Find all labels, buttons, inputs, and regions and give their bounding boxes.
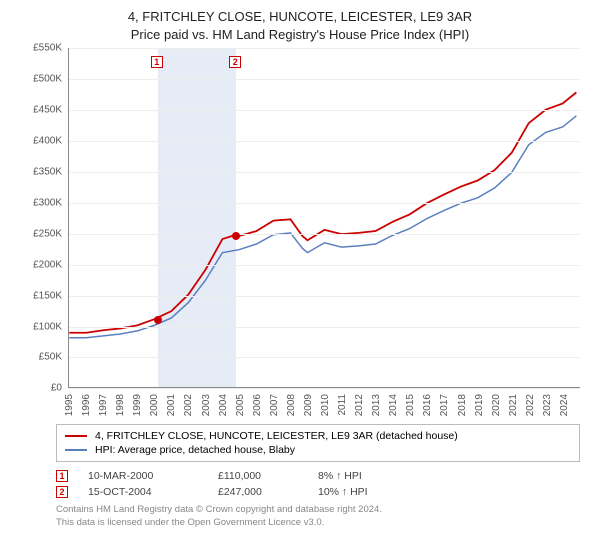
x-tick-label: 2003 — [201, 394, 212, 416]
footer-line-2: This data is licensed under the Open Gov… — [56, 517, 580, 529]
y-axis-labels: £0£50K£100K£150K£200K£250K£300K£350K£400… — [20, 48, 64, 388]
x-tick-label: 2021 — [508, 394, 519, 416]
x-tick-label: 2020 — [491, 394, 502, 416]
x-tick-label: 2017 — [439, 394, 450, 416]
y-tick-label: £500K — [33, 74, 62, 85]
sale-dot-1 — [154, 316, 162, 324]
gridline-h — [69, 203, 580, 204]
gridline-h — [69, 234, 580, 235]
x-tick-label: 2007 — [269, 394, 280, 416]
title-line-1: 4, FRITCHLEY CLOSE, HUNCOTE, LEICESTER, … — [10, 8, 590, 26]
y-tick-label: £450K — [33, 105, 62, 116]
x-tick-label: 2015 — [405, 394, 416, 416]
x-tick-label: 2013 — [371, 394, 382, 416]
x-tick-label: 2019 — [474, 394, 485, 416]
line-layer — [69, 48, 580, 387]
x-axis-labels: 1995199619971998199920002001200220032004… — [68, 392, 580, 418]
sales-row-date: 15-OCT-2004 — [88, 486, 198, 498]
sales-row: 2 15-OCT-2004 £247,000 10% ↑ HPI — [56, 484, 580, 500]
x-tick-label: 2009 — [303, 394, 314, 416]
x-tick-label: 2022 — [525, 394, 536, 416]
sale-marker-box-1: 1 — [151, 56, 163, 68]
y-tick-label: £200K — [33, 259, 62, 270]
gridline-h — [69, 48, 580, 49]
title-line-2: Price paid vs. HM Land Registry's House … — [10, 26, 590, 44]
legend-item: HPI: Average price, detached house, Blab… — [65, 443, 571, 457]
legend-swatch — [65, 449, 87, 451]
x-tick-label: 2006 — [252, 394, 263, 416]
x-tick-label: 2023 — [542, 394, 553, 416]
gridline-h — [69, 388, 580, 389]
plot-region: 12 — [68, 48, 580, 388]
footer-attribution: Contains HM Land Registry data © Crown c… — [56, 504, 580, 529]
sales-row-change: 8% ↑ HPI — [318, 470, 362, 482]
title-block: 4, FRITCHLEY CLOSE, HUNCOTE, LEICESTER, … — [10, 8, 590, 44]
x-tick-label: 1996 — [81, 394, 92, 416]
x-tick-label: 2001 — [166, 394, 177, 416]
x-tick-label: 2011 — [337, 394, 348, 416]
sales-row-date: 10-MAR-2000 — [88, 470, 198, 482]
sales-row-price: £247,000 — [218, 486, 298, 498]
x-tick-label: 2014 — [388, 394, 399, 416]
gridline-h — [69, 327, 580, 328]
x-tick-label: 2004 — [218, 394, 229, 416]
footer-line-1: Contains HM Land Registry data © Crown c… — [56, 504, 580, 516]
x-tick-label: 2005 — [235, 394, 246, 416]
y-tick-label: £100K — [33, 321, 62, 332]
gridline-h — [69, 265, 580, 266]
y-tick-label: £300K — [33, 197, 62, 208]
sales-row-price: £110,000 — [218, 470, 298, 482]
y-tick-label: £250K — [33, 228, 62, 239]
chart-area: £0 £50K £100K £150K £200K £250K £300K £350K £400… — [20, 48, 580, 418]
x-tick-label: 1995 — [64, 394, 75, 416]
y-tick-label: £550K — [33, 43, 62, 54]
sale-dot-2 — [232, 232, 240, 240]
y-tick-label: £0 — [51, 383, 62, 394]
gridline-h — [69, 296, 580, 297]
sales-row-change: 10% ↑ HPI — [318, 486, 368, 498]
y-tick-label: £50K — [39, 352, 62, 363]
x-tick-label: 2010 — [320, 394, 331, 416]
x-tick-label: 1997 — [98, 394, 109, 416]
series-line-hpi — [69, 116, 576, 338]
sale-marker-box-2: 2 — [229, 56, 241, 68]
x-tick-label: 2016 — [422, 394, 433, 416]
legend-swatch — [65, 435, 87, 437]
chart-container: 4, FRITCHLEY CLOSE, HUNCOTE, LEICESTER, … — [0, 0, 600, 537]
x-tick-label: 1999 — [132, 394, 143, 416]
gridline-h — [69, 110, 580, 111]
legend-box: 4, FRITCHLEY CLOSE, HUNCOTE, LEICESTER, … — [56, 424, 580, 462]
legend-label: HPI: Average price, detached house, Blab… — [95, 444, 295, 456]
legend-label: 4, FRITCHLEY CLOSE, HUNCOTE, LEICESTER, … — [95, 430, 458, 442]
x-tick-label: 2002 — [183, 394, 194, 416]
x-tick-label: 1998 — [115, 394, 126, 416]
x-tick-label: 2018 — [457, 394, 468, 416]
sales-row: 1 10-MAR-2000 £110,000 8% ↑ HPI — [56, 468, 580, 484]
gridline-h — [69, 357, 580, 358]
sales-row-marker: 2 — [56, 486, 68, 498]
x-tick-label: 2008 — [286, 394, 297, 416]
series-line-property — [69, 93, 576, 333]
x-tick-label: 2024 — [559, 394, 570, 416]
y-tick-label: £400K — [33, 136, 62, 147]
x-tick-label: 2012 — [354, 394, 365, 416]
legend-item: 4, FRITCHLEY CLOSE, HUNCOTE, LEICESTER, … — [65, 429, 571, 443]
sales-row-marker: 1 — [56, 470, 68, 482]
gridline-h — [69, 141, 580, 142]
gridline-h — [69, 172, 580, 173]
gridline-h — [69, 79, 580, 80]
sales-table: 1 10-MAR-2000 £110,000 8% ↑ HPI 2 15-OCT-2004… — [56, 468, 580, 500]
y-tick-label: £350K — [33, 167, 62, 178]
x-tick-label: 2000 — [149, 394, 160, 416]
y-tick-label: £150K — [33, 290, 62, 301]
